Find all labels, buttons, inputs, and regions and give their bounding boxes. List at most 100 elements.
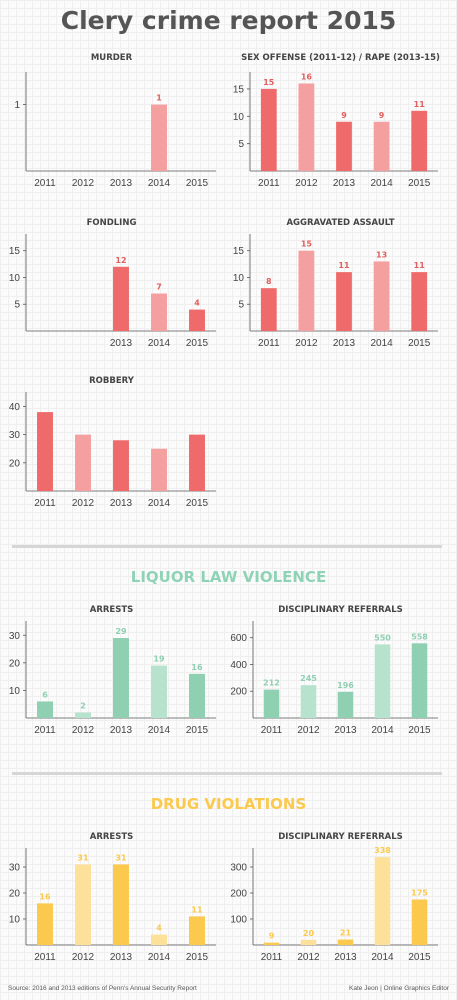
data-label: 245 — [300, 674, 317, 683]
x-tick-label: 2014 — [148, 338, 171, 349]
bar-2012 — [298, 83, 315, 171]
x-tick-label: 2015 — [186, 498, 209, 509]
y-tick-label: 200 — [230, 889, 247, 900]
data-label: 31 — [77, 853, 89, 862]
x-tick-label: 2014 — [370, 178, 393, 189]
data-label: 11 — [191, 905, 203, 914]
x-tick-label: 2015 — [186, 952, 209, 963]
x-tick-label: 2014 — [371, 952, 394, 963]
drug-referrals-chart: DISCIPLINARY REFERRALS 100 200 300 2011 9 201… — [228, 832, 453, 972]
source-note: Source: 2016 and 2013 editions of Penn's… — [8, 985, 197, 992]
x-tick-label: 2015 — [186, 725, 209, 736]
x-tick-label: 2011 — [34, 725, 56, 736]
bar-2012 — [75, 434, 91, 491]
x-tick-label: 2013 — [110, 498, 133, 509]
chart-title: SEX OFFENSE (2011-12) / RAPE (2013-15) — [241, 53, 440, 63]
data-label: 31 — [115, 853, 127, 862]
y-tick-label: 10 — [233, 112, 245, 123]
bar-2014 — [151, 665, 167, 718]
bar-2011 — [260, 88, 277, 171]
data-label: 21 — [340, 929, 352, 938]
y-tick-label: 20 — [9, 889, 21, 900]
y-tick-label: 100 — [230, 915, 247, 926]
y-tick-label: 5 — [238, 139, 244, 150]
data-label: 13 — [376, 250, 387, 259]
y-tick-label: 30 — [9, 863, 21, 874]
y-tick-label: 5 — [238, 300, 244, 311]
data-label: 1 — [156, 94, 162, 103]
data-label: 11 — [338, 261, 350, 270]
chart-svg: 1 2011 2012 2013 2014 1 2015 — [14, 72, 216, 189]
x-tick-label: 2014 — [148, 178, 171, 189]
data-label: 550 — [374, 633, 391, 642]
data-label: 15 — [263, 78, 275, 87]
chart-svg: 10 20 30 2011 6 2012 2 2013 29 2014 19 2015 16 — [9, 621, 216, 736]
bar-2014 — [151, 293, 167, 331]
y-tick-label: 1 — [14, 100, 20, 111]
x-tick-label: 2011 — [258, 178, 280, 189]
y-tick-label: 30 — [9, 631, 21, 642]
x-tick-label: 2014 — [148, 952, 171, 963]
bar-2011 — [263, 942, 280, 945]
x-tick-label: 2012 — [72, 952, 95, 963]
data-label: 212 — [263, 679, 280, 688]
drug-arrests-chart: ARRESTS 10 20 30 2011 16 2012 31 2013 31 2014 4 201… — [4, 832, 219, 972]
data-label: 7 — [156, 283, 162, 292]
data-label: 4 — [156, 924, 162, 933]
chart-svg: 100 200 300 2011 9 2012 20 2013 21 2014 338 2015 175 — [230, 846, 438, 963]
bar-2013 — [337, 691, 354, 718]
chart-svg: 10 20 30 2011 16 2012 31 2013 31 2014 4 2015 11 — [9, 848, 216, 963]
data-label: 4 — [194, 299, 200, 308]
x-tick-label: 2011 — [34, 498, 56, 509]
bar-2014 — [151, 934, 167, 945]
bar-2011 — [37, 701, 53, 718]
data-label: 11 — [414, 261, 426, 270]
y-tick-label: 20 — [9, 658, 21, 669]
sex-offense-chart: SEX OFFENSE (2011-12) / RAPE (2013-15) 5… — [228, 53, 453, 198]
y-tick-label: 300 — [230, 863, 247, 874]
y-tick-label: 10 — [9, 273, 21, 284]
chart-title: MURDER — [90, 53, 133, 63]
x-tick-label: 2015 — [408, 338, 431, 349]
fondling-chart: FONDLING 5 10 15 2013 12 2014 7 2015 4 — [4, 218, 219, 358]
data-label: 11 — [414, 100, 426, 109]
bar-2015 — [189, 434, 205, 491]
y-tick-label: 40 — [9, 402, 21, 413]
data-label: 19 — [153, 655, 165, 664]
x-tick-label: 2013 — [110, 952, 133, 963]
data-label: 16 — [191, 663, 203, 672]
chart-svg: 5 10 15 2011 8 2012 15 2013 11 2014 13 2015 11 — [233, 234, 438, 349]
bar-2012 — [75, 864, 91, 945]
x-tick-label: 2013 — [110, 725, 133, 736]
bar-2012 — [300, 685, 317, 718]
x-tick-label: 2014 — [370, 338, 393, 349]
x-tick-label: 2011 — [258, 338, 280, 349]
liquor-referrals-chart: DISCIPLINARY REFERRALS 200 400 600 2011 212 2… — [228, 605, 453, 745]
data-label: 16 — [301, 72, 313, 81]
data-label: 196 — [337, 681, 354, 690]
aggravated-assault-chart: AGGRAVATED ASSAULT 5 10 15 2011 8 2012 15 2013 1… — [228, 218, 453, 358]
y-tick-label: 600 — [230, 633, 247, 644]
bar-2015 — [411, 272, 428, 331]
bar-2012 — [75, 712, 91, 718]
data-label: 29 — [115, 627, 127, 636]
y-tick-label: 10 — [233, 273, 245, 284]
liquor-arrests-chart: ARRESTS 10 20 30 2011 6 2012 2 2013 29 2014 19 2015… — [4, 605, 219, 745]
bar-2015 — [411, 110, 428, 171]
y-tick-label: 15 — [233, 246, 245, 257]
murder-chart: MURDER 1 2011 2012 2013 2014 1 2015 — [4, 53, 219, 198]
x-tick-label: 2015 — [408, 178, 431, 189]
chart-svg: 5 10 15 2013 12 2014 7 2015 4 — [9, 234, 216, 349]
chart-title: ARRESTS — [89, 605, 134, 615]
bar-2014 — [373, 261, 390, 331]
bar-2013 — [113, 638, 129, 718]
data-label: 15 — [301, 240, 313, 249]
data-label: 6 — [42, 690, 48, 699]
bar-2013 — [336, 121, 352, 171]
x-tick-label: 2012 — [72, 178, 95, 189]
x-tick-label: 2013 — [334, 725, 357, 736]
data-label: 2 — [80, 701, 86, 710]
y-tick-label: 200 — [230, 687, 247, 698]
bar-2015 — [189, 309, 205, 331]
x-tick-label: 2011 — [34, 178, 56, 189]
